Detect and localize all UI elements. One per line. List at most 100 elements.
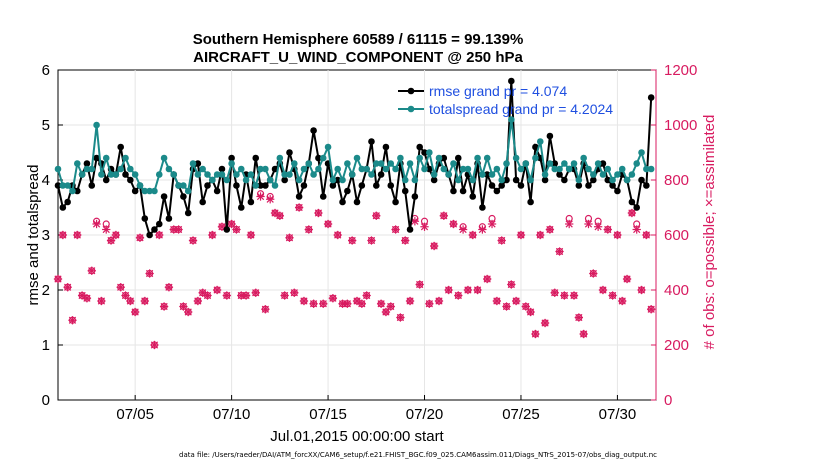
assimilated-obs-marker (367, 236, 376, 245)
x-tick-label: 07/05 (116, 406, 154, 423)
obs-count-series (53, 190, 656, 350)
totalspread-point (353, 154, 361, 162)
y-tick-label-right: 0 (664, 392, 672, 409)
chart-subtitle: AIRCRAFT_U_WIND_COMPONENT @ 250 hPa (193, 49, 523, 66)
x-axis-label: Jul.01,2015 00:00:00 start (270, 428, 444, 445)
assimilated-obs-marker (174, 225, 183, 234)
legend: rmse grand pr = 4.074 totalspread grand … (398, 83, 613, 117)
rmse-point (194, 160, 202, 167)
data-file-footer: data file: /Users/raeder/DAI/ATM_forcXX/… (179, 451, 657, 459)
totalspread-point (488, 171, 496, 178)
assimilated-obs-marker (145, 269, 154, 278)
assimilated-obs-marker (405, 296, 415, 306)
rmse-point (416, 143, 423, 151)
y-axis-label-right: # of obs: o=possible; ×=assimilated (701, 115, 718, 350)
totalspread-point (199, 165, 206, 173)
rmse-point (151, 226, 158, 233)
totalspread-point (522, 160, 530, 167)
totalspread-point (565, 165, 573, 173)
assimilated-obs-marker (536, 230, 545, 240)
rmse-point (286, 149, 293, 156)
totalspread-point (590, 171, 597, 178)
totalspread-point (257, 165, 264, 173)
totalspread-point (141, 187, 149, 195)
totalspread-point (64, 182, 71, 189)
totalspread-point (527, 176, 534, 184)
assimilated-obs-marker (598, 285, 608, 295)
rmse-point (647, 94, 655, 101)
assimilated-obs-marker (468, 230, 477, 240)
x-axis-ticks: 07/05 07/10 07/15 07/20 07/25 07/30 (116, 395, 636, 423)
totalspread-point (474, 154, 481, 162)
x-tick-label: 07/15 (309, 406, 347, 423)
rmse-point (295, 193, 303, 200)
totalspread-point (242, 176, 250, 184)
totalspread-point (551, 165, 559, 173)
chart-title: Southern Hemisphere 60589 / 61115 = 99.1… (193, 31, 524, 48)
assimilated-obs-marker (473, 285, 482, 295)
rmse-point (459, 187, 467, 195)
rmse-point (469, 193, 477, 200)
totalspread-point (344, 160, 351, 167)
totalspread-point (112, 171, 120, 178)
rmse-point (310, 127, 317, 134)
totalspread-point (430, 171, 438, 178)
totalspread-point (319, 154, 327, 162)
totalspread-point (517, 165, 525, 173)
totalspread-point (151, 187, 158, 195)
totalspread-point (209, 176, 216, 184)
assimilated-obs-marker (420, 222, 429, 231)
assimilated-obs-marker (357, 299, 366, 308)
rmse-point (358, 182, 366, 189)
assimilated-obs-marker (232, 225, 241, 234)
rmse-point (199, 198, 206, 206)
totalspread-point (165, 165, 173, 173)
assimilated-obs-marker (458, 225, 468, 234)
rmse-point (401, 187, 409, 195)
assimilated-obs-marker (449, 219, 458, 229)
assimilated-obs-marker (574, 313, 583, 322)
y-tick-label-right: 400 (664, 282, 689, 299)
rmse-point (440, 154, 448, 162)
assimilated-obs-marker (526, 307, 535, 317)
totalspread-point (286, 171, 293, 178)
assimilated-obs-marker (497, 236, 506, 245)
rmse-point (585, 182, 592, 189)
rmse-point (527, 198, 534, 206)
totalspread-point (281, 171, 288, 178)
assimilated-obs-marker (290, 288, 299, 297)
assimilated-obs-marker (627, 208, 637, 218)
line-series (54, 77, 655, 239)
rmse-point (237, 204, 245, 211)
totalspread-point (218, 171, 226, 178)
totalspread-point (503, 160, 510, 167)
rmse-point (628, 198, 636, 206)
assimilated-obs-marker (540, 318, 550, 328)
totalspread-point (131, 171, 139, 178)
rmse-point (218, 165, 226, 173)
rmse-point (382, 143, 390, 151)
rmse-point (609, 182, 616, 189)
assimilated-obs-marker (376, 299, 386, 308)
totalspread-point (204, 171, 211, 178)
assimilated-obs-marker (415, 280, 424, 289)
assimilated-obs-marker (285, 233, 294, 242)
rmse-point (561, 176, 568, 184)
assimilated-obs-marker (463, 285, 473, 295)
totalspread-point (368, 171, 375, 178)
assimilated-obs-marker (266, 195, 275, 204)
rmse-point (146, 231, 153, 239)
assimilated-obs-marker (304, 225, 313, 234)
assimilated-obs-marker (348, 236, 357, 245)
assimilated-obs-marker (222, 291, 231, 300)
rmse-point (614, 187, 621, 195)
y-axis-label: rmse and totalspread (25, 165, 42, 306)
rmse-point (556, 171, 563, 178)
totalspread-point (464, 165, 472, 173)
rmse-point (604, 176, 612, 184)
assimilated-obs-marker (430, 241, 439, 251)
assimilated-obs-marker (454, 291, 463, 300)
assimilated-obs-marker (444, 285, 453, 295)
assimilated-obs-marker (642, 230, 651, 240)
assimilated-obs-marker (511, 296, 521, 306)
